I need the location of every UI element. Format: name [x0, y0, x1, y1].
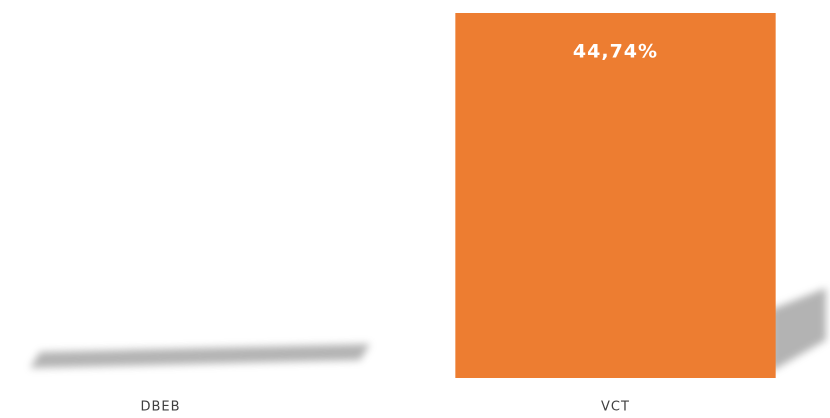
bar — [455, 13, 776, 378]
shadows — [30, 288, 826, 372]
bar-shadow — [770, 288, 826, 372]
data-label: 44,74% — [573, 41, 658, 63]
x-tick-label: VCT — [601, 400, 630, 415]
bar-shadow — [30, 344, 370, 368]
x-tick-label: DBEB — [140, 400, 180, 415]
